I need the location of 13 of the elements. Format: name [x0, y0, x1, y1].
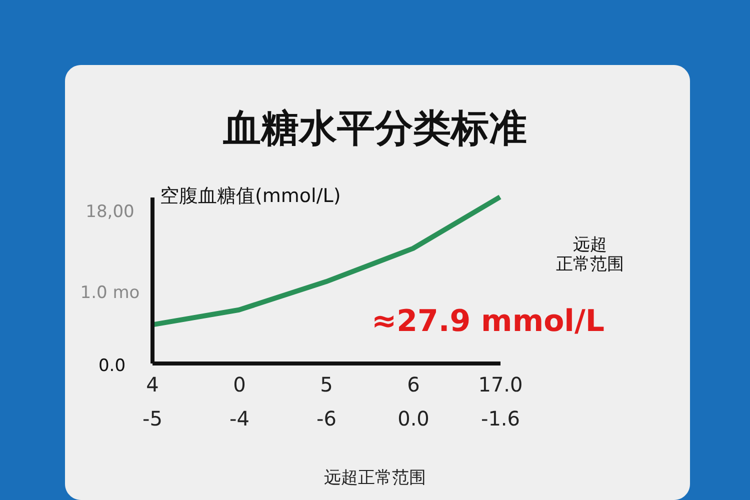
x-tick-label: 4 -5	[142, 372, 162, 430]
text: 远超正常范围	[556, 235, 624, 275]
text: 0.0	[98, 356, 126, 376]
chart-title: 血糖水平分类标准	[222, 106, 527, 150]
text: 1.0 mo	[80, 283, 140, 303]
text: 远超正常范围	[324, 468, 426, 488]
y-axis-title: 空腹血糖值(mmol/L)	[160, 185, 341, 207]
x-tick-label: 17.0 -1.6	[478, 372, 523, 430]
annotation: ≈27.9 mmol/L	[371, 304, 605, 339]
x-tick-label: 6 0.0	[398, 372, 430, 430]
x-tick-label: 0 -4	[230, 372, 250, 430]
text: 18,00	[86, 202, 134, 222]
x-tick-label: 5 -6	[316, 372, 336, 430]
